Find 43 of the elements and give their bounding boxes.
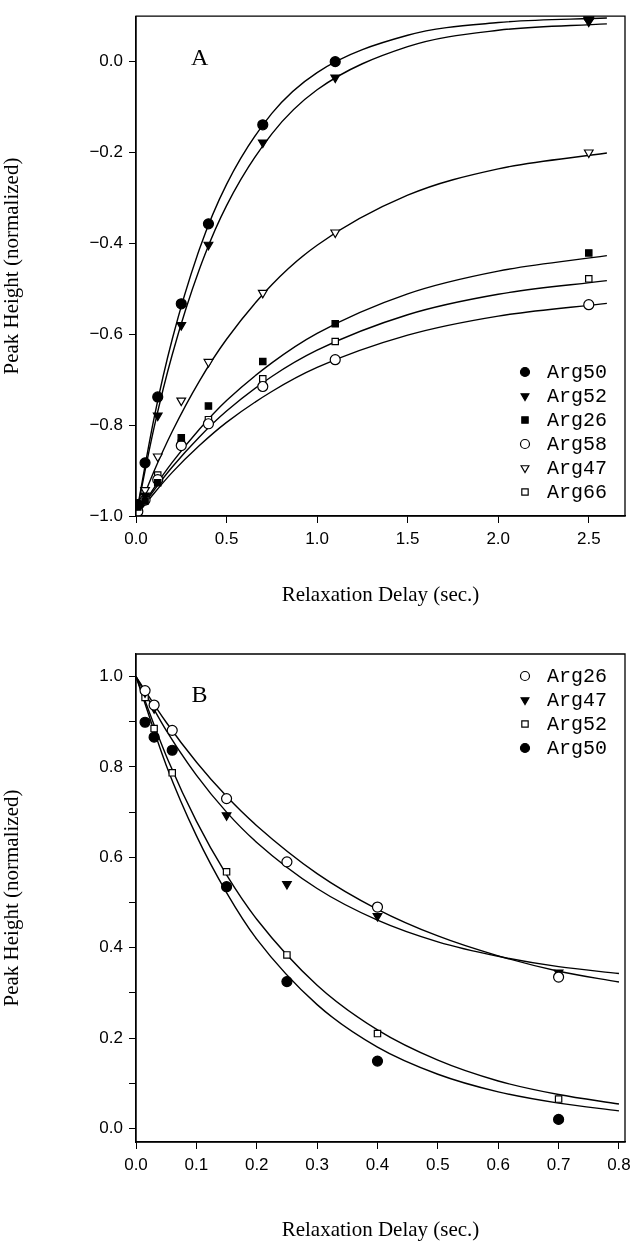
y-tick-label: 0.6	[99, 847, 123, 867]
y-tick-label: 0.4	[99, 937, 123, 957]
x-axis-title: Relaxation Delay (sec.)	[281, 1216, 480, 1241]
x-tick-label: 0.2	[244, 1154, 269, 1174]
y-tick-label: 0.0	[99, 51, 123, 71]
x-tick-label: 0.1	[184, 1154, 209, 1174]
legend-label: Arg47	[546, 457, 608, 481]
legend-label: Arg50	[546, 361, 608, 385]
x-tick-label: 0.8	[607, 1154, 631, 1174]
x-tick-label: 1.0	[305, 528, 329, 548]
x-tick-label: 0.5	[214, 528, 239, 548]
y-tick-label: −0.4	[89, 233, 123, 253]
x-tick-label: 2.0	[486, 528, 511, 548]
y-tick-label: 1.0	[99, 666, 123, 686]
y-tick-label: 0.0	[99, 1118, 123, 1138]
legend-label: Arg52	[546, 385, 608, 409]
legend-label: Arg52	[546, 713, 608, 737]
annotation: B	[191, 680, 208, 707]
annotation: A	[190, 43, 209, 70]
x-tick-label: 0.3	[305, 1154, 329, 1174]
y-tick-label: 0.2	[99, 1027, 123, 1047]
y-tick-label: −0.8	[89, 414, 123, 434]
x-tick-label: 0.6	[486, 1154, 511, 1174]
legend-label: Arg26	[546, 665, 608, 689]
y-tick-label: −0.2	[89, 142, 123, 162]
legend-label: Arg26	[546, 409, 608, 433]
x-tick-label: 0.0	[124, 1154, 148, 1174]
y-axis-title: Peak Height (normalized)	[0, 789, 24, 1007]
legend-label: Arg50	[546, 737, 608, 761]
legend-label: Arg47	[546, 689, 608, 713]
x-tick-label: 1.5	[395, 528, 420, 548]
x-tick-label: 0.0	[124, 528, 148, 548]
y-tick-label: 0.8	[99, 756, 123, 776]
x-tick-label: 0.7	[546, 1154, 571, 1174]
legend-label: Arg58	[546, 433, 608, 457]
y-tick-label: −1.0	[89, 505, 123, 525]
x-tick-label: 2.5	[576, 528, 601, 548]
y-axis-title: Peak Height (normalized)	[0, 157, 24, 375]
x-tick-label: 0.5	[426, 1154, 450, 1174]
x-axis-title: Relaxation Delay (sec.)	[281, 581, 480, 606]
x-tick-label: 0.4	[365, 1154, 390, 1174]
legend-label: Arg66	[546, 481, 608, 505]
y-tick-label: −0.6	[89, 323, 123, 343]
